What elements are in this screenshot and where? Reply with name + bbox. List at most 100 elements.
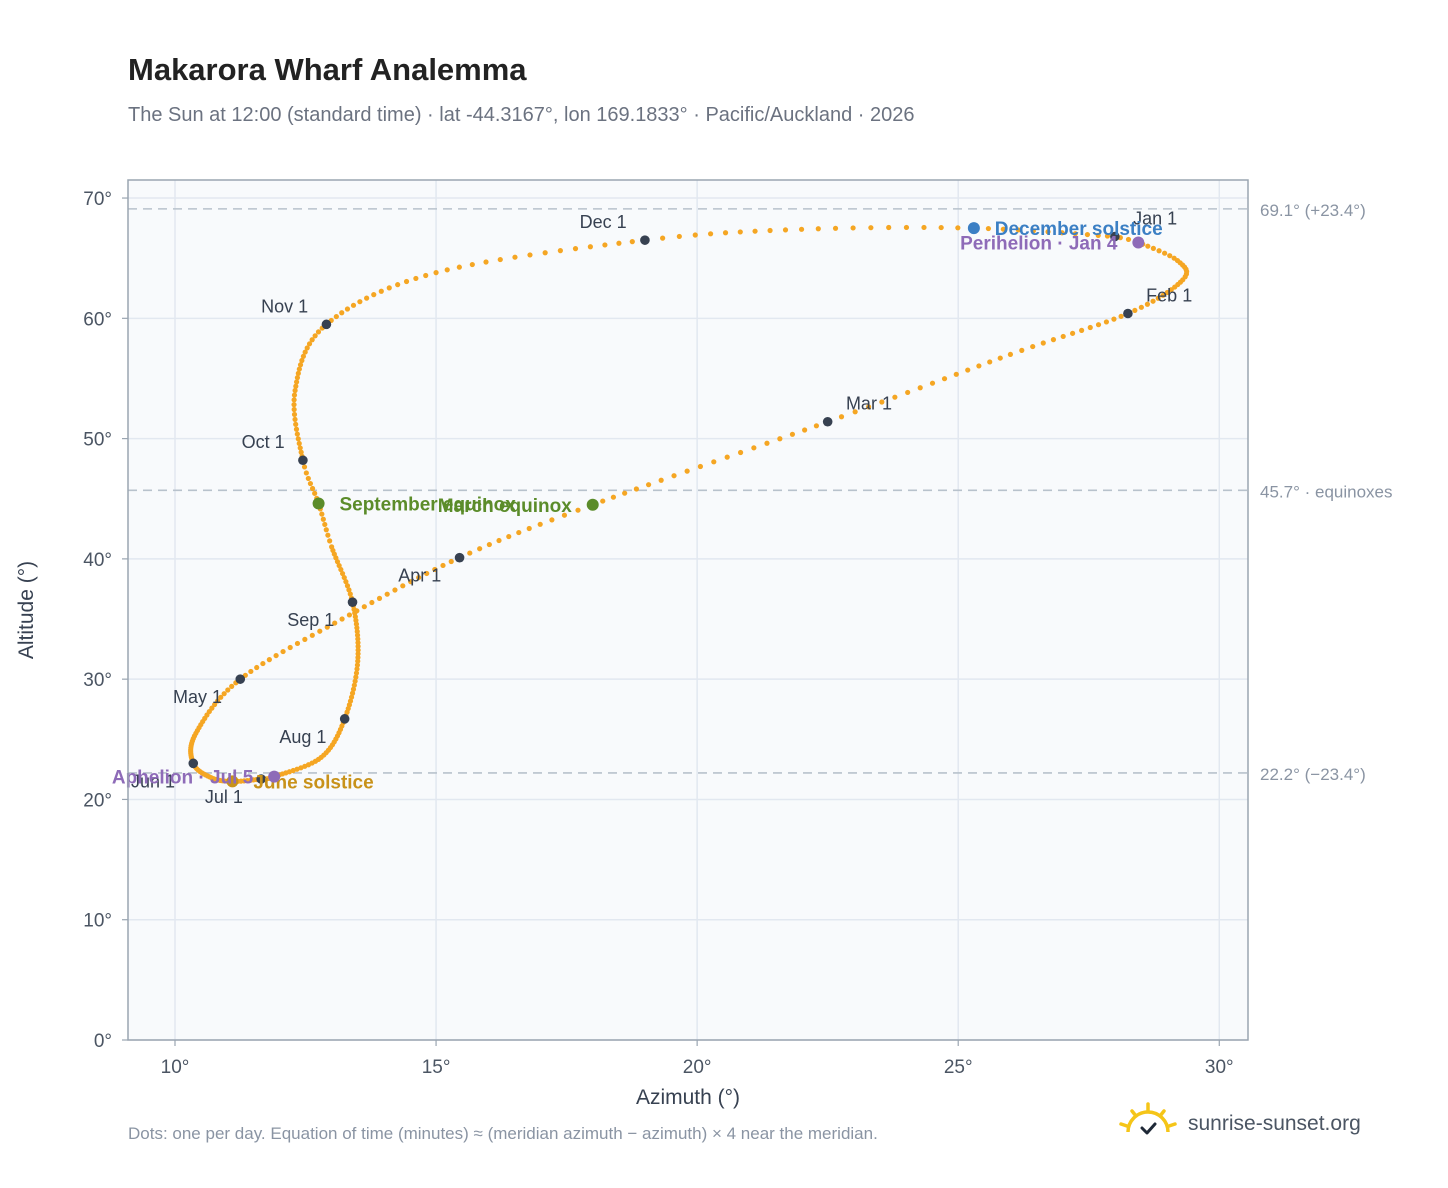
daily-sun-dot xyxy=(832,225,839,231)
daily-sun-dot xyxy=(737,229,743,235)
daily-sun-dot xyxy=(938,224,944,231)
daily-sun-dot xyxy=(371,292,377,298)
daily-sun-dot xyxy=(1087,324,1093,331)
daily-sun-dot xyxy=(355,647,361,653)
daily-sun-dot xyxy=(866,404,872,410)
y-tick-label: 50° xyxy=(83,430,112,451)
daily-sun-dot xyxy=(304,345,310,351)
daily-sun-dot xyxy=(293,379,300,385)
daily-sun-dot xyxy=(622,490,628,496)
month-markers: Jan 1 Feb 1 Mar 1 Apr 1 May 1 Jun 1 Jul 1 Aug 1… xyxy=(131,208,1192,807)
daily-sun-dot xyxy=(348,694,355,700)
daily-sun-dot xyxy=(350,302,357,308)
daily-sun-dot xyxy=(339,310,345,316)
event-marker-label: March equinox xyxy=(438,496,573,517)
daily-sun-dot xyxy=(1095,232,1101,238)
daily-sun-dot xyxy=(512,254,518,260)
daily-sun-dot xyxy=(692,232,698,238)
daily-sun-dot xyxy=(413,275,419,282)
month-marker-label: May 1 xyxy=(173,687,222,707)
daily-sun-dot xyxy=(496,537,502,544)
daily-sun-dot xyxy=(395,282,401,288)
daily-sun-dot xyxy=(336,562,342,569)
daily-sun-dot xyxy=(789,431,796,437)
daily-sun-dot xyxy=(469,261,475,268)
daily-sun-dot xyxy=(724,454,730,460)
daily-sun-dot xyxy=(302,349,308,355)
daily-sun-dot xyxy=(602,242,608,248)
daily-sun-dot xyxy=(432,566,438,573)
y-tick-label: 70° xyxy=(83,189,112,210)
daily-sun-dot xyxy=(767,227,773,234)
daily-sun-dot xyxy=(355,654,361,661)
daily-sun-dot xyxy=(353,670,360,676)
daily-sun-dot xyxy=(1164,289,1170,296)
daily-sun-dot xyxy=(1015,227,1021,233)
x-tick-label: 30° xyxy=(1205,1057,1234,1078)
daily-sun-dot xyxy=(483,259,489,265)
daily-sun-dot xyxy=(838,414,845,420)
daily-sun-dot xyxy=(976,363,982,369)
daily-sun-dot xyxy=(423,272,429,279)
daily-sun-dot xyxy=(616,240,622,246)
daily-sun-dot xyxy=(354,662,361,668)
daily-sun-dot xyxy=(355,643,361,649)
x-axis-label: Azimuth (°) xyxy=(636,1086,740,1109)
daily-sun-dot xyxy=(349,690,356,696)
month-marker-dot xyxy=(1123,308,1133,319)
event-marker-label: June solstice xyxy=(253,772,373,793)
daily-sun-dot xyxy=(953,371,959,377)
daily-sun-dot xyxy=(751,445,757,451)
daily-sun-dot xyxy=(1145,243,1151,249)
month-marker-dot xyxy=(321,319,332,330)
daily-sun-dot xyxy=(1111,316,1117,322)
daily-sun-dot xyxy=(369,599,375,606)
daily-sun-dot xyxy=(711,459,717,465)
daily-sun-dot xyxy=(302,636,308,642)
daily-sun-dot xyxy=(306,341,313,347)
daily-sun-dot xyxy=(347,591,353,597)
daily-sun-dot xyxy=(325,532,331,538)
daily-sun-dot xyxy=(307,480,314,487)
daily-sun-dot xyxy=(361,604,367,610)
daily-sun-dot xyxy=(1060,333,1066,340)
daily-sun-dot xyxy=(408,579,414,585)
y-tick-label: 60° xyxy=(83,309,112,330)
daily-sun-dot xyxy=(291,392,298,398)
daily-sun-dot xyxy=(1040,340,1046,346)
daily-sun-dot xyxy=(291,411,298,418)
month-marker-dot xyxy=(256,774,266,784)
brand[interactable]: sunrise-sunset.org xyxy=(1118,1100,1361,1148)
daily-sun-dot xyxy=(350,686,357,692)
daily-sun-dot xyxy=(297,445,303,451)
x-axis-ticks: 10° 15° 20° 25° 30° xyxy=(161,1040,1234,1078)
daily-sun-dot xyxy=(376,595,383,601)
daily-sun-dot xyxy=(303,470,309,476)
month-marker-label: Nov 1 xyxy=(261,296,308,316)
x-tick-label: 15° xyxy=(422,1057,451,1078)
daily-sun-dot xyxy=(212,701,218,708)
y-tick-label: 40° xyxy=(83,550,112,571)
daily-sun-dot xyxy=(440,562,446,569)
daily-sun-dot xyxy=(295,436,301,442)
plot-area xyxy=(128,180,1248,1040)
daily-sun-dot xyxy=(467,550,473,556)
month-marker-dot xyxy=(235,674,246,684)
daily-sun-dot xyxy=(351,682,357,688)
daily-sun-dot xyxy=(280,648,286,655)
daily-sun-dot xyxy=(225,687,231,693)
daily-sun-dot xyxy=(324,624,330,630)
month-marker-label: Mar 1 xyxy=(846,394,892,414)
y-axis-ticks: 0° 10° 20° 30° 40° 50° 60° 70° xyxy=(83,189,128,1052)
event-marker-label: September equinox xyxy=(339,495,516,516)
daily-sun-dot xyxy=(1079,327,1085,333)
daily-sun-dot xyxy=(392,587,398,593)
daily-sun-dot xyxy=(1059,230,1065,236)
month-marker-label: Jan 1 xyxy=(1133,208,1177,228)
plot-frame xyxy=(127,179,1249,1041)
y-tick-label: 30° xyxy=(83,670,112,691)
daily-sun-dot xyxy=(355,651,361,657)
daily-sun-dot xyxy=(879,399,885,405)
daily-sun-dot xyxy=(777,436,783,442)
daily-sun-dot xyxy=(354,666,360,672)
